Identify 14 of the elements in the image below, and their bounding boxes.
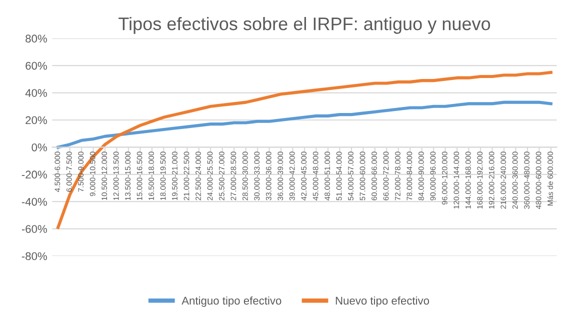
y-tick-label: 60% [26,62,47,70]
y-tick-label: -60% [22,225,47,233]
line-series [56,70,552,229]
y-tick-label: 80% [26,34,47,43]
line-series [56,100,552,149]
y-tick-label: -80% [22,252,47,260]
legend-label: Nuevo tipo efectivo [336,296,430,307]
legend-label: Antiguo tipo efectivo [182,296,282,307]
chart-title: Tipos efectivos sobre el IRPF: antiguo y nuevo [118,16,490,34]
y-tick-label: 0% [32,143,47,152]
y-tick-label: -40% [22,198,47,206]
y-tick-label: -20% [22,170,47,179]
y-tick-label: 40% [25,89,47,97]
y-tick-label: 20% [26,116,47,124]
